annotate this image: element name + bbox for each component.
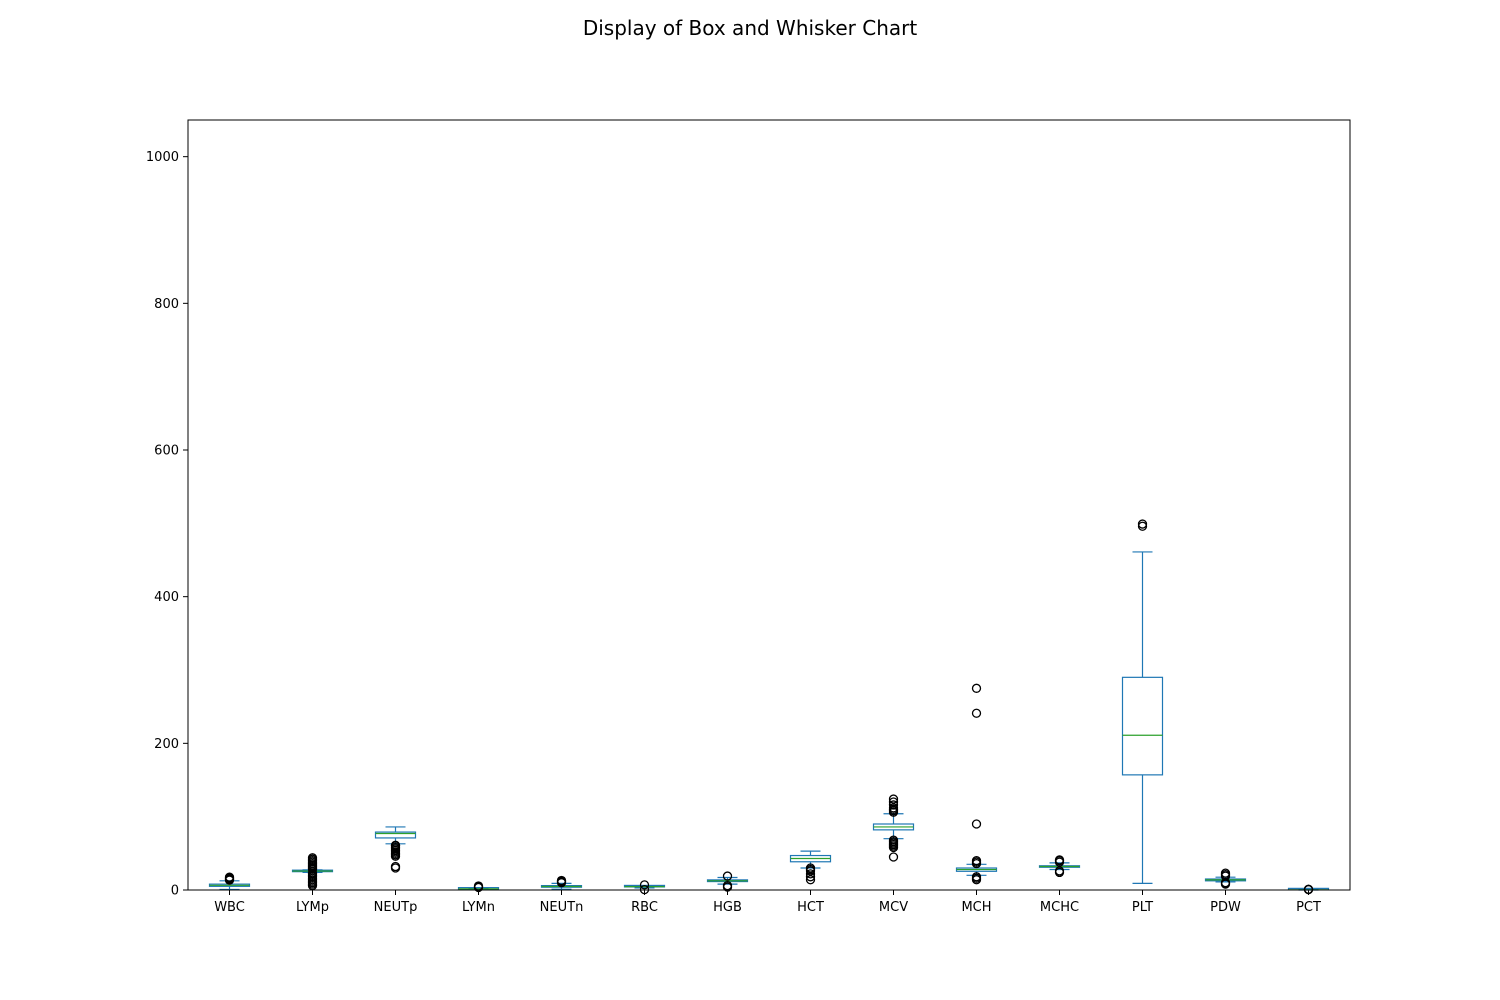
box-group-mch bbox=[955, 683, 998, 885]
outlier-point bbox=[805, 863, 816, 873]
outlier-point bbox=[390, 861, 401, 872]
outlier-point bbox=[307, 853, 318, 863]
outlier-point bbox=[971, 708, 982, 718]
x-tick-label: NEUTn bbox=[540, 900, 584, 915]
outlier-point bbox=[1220, 868, 1231, 878]
x-axis: WBC LYMp NEUTp LYMn NEUTn RBC HGB HCT MCV MCH MCHC… bbox=[214, 890, 1321, 915]
x-tick-label: MCH bbox=[961, 900, 991, 915]
outlier-point bbox=[971, 872, 982, 882]
box-group-hgb bbox=[706, 871, 749, 892]
box-group-pdw bbox=[1204, 868, 1247, 889]
y-tick-label: 800 bbox=[154, 297, 179, 312]
x-tick-label: MCHC bbox=[1040, 900, 1079, 915]
outlier-point bbox=[224, 872, 235, 882]
outlier-point bbox=[888, 797, 899, 807]
box-group-wbc bbox=[208, 872, 251, 891]
outlier-point bbox=[888, 800, 899, 810]
box-group-mchc bbox=[1038, 855, 1081, 878]
box-group-hct bbox=[789, 850, 832, 885]
box-group-mcv bbox=[872, 794, 915, 862]
outlier-point bbox=[805, 869, 816, 879]
outlier-point bbox=[1054, 855, 1065, 865]
outlier-point bbox=[888, 852, 899, 862]
outlier-point bbox=[971, 683, 982, 693]
y-axis: 0 200 400 600 800 1000 bbox=[146, 150, 188, 899]
outlier-point bbox=[556, 875, 567, 886]
y-tick-label: 1000 bbox=[146, 150, 179, 165]
y-tick-label: 200 bbox=[154, 737, 179, 752]
outlier-point bbox=[639, 880, 650, 890]
x-tick-label: NEUTp bbox=[374, 900, 418, 915]
y-tick-label: 600 bbox=[154, 444, 179, 459]
outlier-point bbox=[1137, 519, 1148, 529]
outlier-point bbox=[971, 819, 982, 829]
outlier-point bbox=[390, 840, 401, 850]
x-tick-label: LYMn bbox=[462, 900, 495, 915]
x-tick-label: LYMp bbox=[296, 900, 329, 915]
box-group-neutn bbox=[540, 875, 583, 890]
box-group-neutp bbox=[374, 826, 417, 873]
outlier-point bbox=[1054, 866, 1065, 876]
x-tick-label: MCV bbox=[879, 900, 908, 915]
x-tick-label: RBC bbox=[631, 900, 658, 915]
x-tick-label: PCT bbox=[1296, 900, 1321, 915]
outlier-point bbox=[888, 835, 899, 845]
x-tick-label: PDW bbox=[1210, 900, 1241, 915]
x-tick-label: PLT bbox=[1132, 900, 1153, 915]
chart-title: Display of Box and Whisker Chart bbox=[582, 16, 918, 40]
outlier-point bbox=[805, 872, 816, 882]
x-tick-label: WBC bbox=[214, 900, 245, 915]
outlier-point bbox=[888, 794, 899, 804]
box-iqr bbox=[1121, 676, 1164, 776]
box-group-lymp bbox=[291, 853, 334, 891]
x-tick-label: HGB bbox=[713, 900, 742, 915]
plot-area bbox=[208, 519, 1330, 895]
plot-frame bbox=[187, 119, 1351, 891]
outlier-point bbox=[722, 871, 733, 881]
box-iqr bbox=[374, 831, 417, 839]
outlier-point bbox=[888, 803, 899, 813]
y-tick-label: 400 bbox=[154, 590, 179, 605]
y-tick-label: 0 bbox=[171, 884, 179, 899]
outlier-point bbox=[805, 875, 816, 885]
outlier-point bbox=[1303, 884, 1314, 894]
x-tick-label: HCT bbox=[797, 900, 824, 915]
box-group-plt bbox=[1121, 519, 1164, 885]
outlier-point bbox=[971, 856, 982, 866]
